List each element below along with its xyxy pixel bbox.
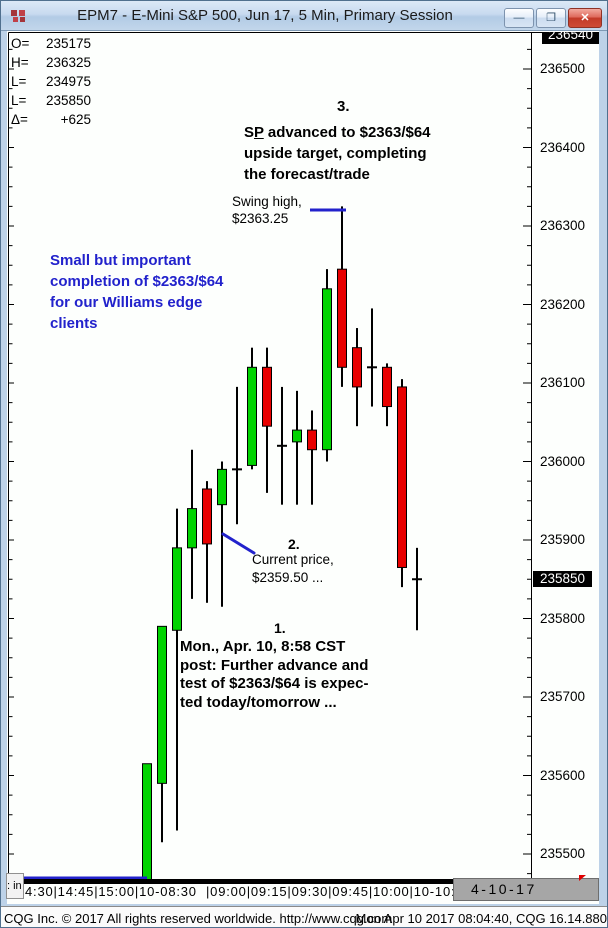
annotation-target-reached: SP advanced to $2363/$64 upside target, c… (244, 122, 431, 185)
annotation-line: ted today/tomorrow ... (180, 693, 337, 711)
time-axis-labels: 4:30|14:45|15:00|10-08:30 (25, 884, 197, 899)
price-scale-label: 235800 (540, 610, 586, 626)
annotation-line: the forecast/trade (244, 166, 370, 183)
window-title: EPM7 - E-Mini S&P 500, Jun 17, 5 Min, Pr… (77, 7, 453, 24)
annotation-line: for our Williams edge (50, 294, 203, 311)
annotation-line: clients (50, 315, 98, 332)
cursor-price-box: 236540 (542, 32, 599, 44)
quote-row: H= 236325 (11, 55, 91, 70)
chart-plot-area[interactable] (7, 31, 599, 904)
price-scale-label: 236500 (540, 61, 586, 76)
annotation-number-2: 2. (288, 536, 300, 552)
annotation-line: completion of $2363/$64 (50, 273, 224, 290)
annotation-line: upside target, completing (244, 145, 427, 162)
annotation-line: $2363.25 (232, 211, 289, 226)
date-label: 4-10-17 (453, 878, 599, 901)
cqg-logo-icon (11, 10, 25, 22)
price-scale-label: 236300 (540, 218, 586, 233)
price-scale-label: 235900 (540, 532, 586, 547)
annotation-line: post: Further advance and (180, 656, 369, 674)
annotation-line: $2359.50 ... (252, 569, 324, 585)
annotation-number-1: 1. (274, 620, 286, 636)
session-marker-icon (579, 875, 586, 881)
price-scale-label: 235700 (540, 689, 586, 704)
annotation-forecast-post: Mon., Apr. 10, 8:58 CST post: Further adv… (180, 638, 368, 712)
quote-row: Δ= +625 (11, 112, 91, 127)
price-scale-label: 236400 (540, 139, 586, 155)
annotation-swing-high: Swing high, $2363.25 (232, 193, 302, 227)
time-axis-labels: |09:00|09:15|09:30|09:45|10:00|10-10:15 (206, 884, 472, 899)
price-scale-label: 236200 (540, 296, 586, 312)
interval-label-clipped: : in (6, 873, 24, 899)
quote-row: L= 235850 (11, 93, 91, 108)
restore-button[interactable]: ❐ (536, 8, 566, 28)
price-scale-label: 236000 (540, 453, 586, 469)
last-price-box: 235850 (533, 571, 592, 588)
quote-panel: O= 235175 H= 236325 L= 234975 L= 235850 Δ= +625 (11, 34, 91, 129)
copyright-text: CQG Inc. © 2017 All rights reserved worl… (4, 911, 393, 926)
price-scale-label: 235500 (540, 846, 586, 861)
annotation-line: SP advanced to $2363/$64 (244, 124, 431, 141)
status-bar: CQG Inc. © 2017 All rights reserved worl… (1, 906, 607, 927)
time-axis-bar (8, 879, 532, 884)
annotation-line: Mon., Apr. 10, 8:58 CST (180, 638, 346, 655)
price-scale-label: 235600 (540, 767, 586, 783)
title-bar[interactable]: EPM7 - E-Mini S&P 500, Jun 17, 5 Min, Pr… (1, 1, 607, 31)
quote-row: L= 234975 (11, 74, 91, 89)
price-scale-label: 236100 (540, 375, 586, 390)
quote-row: O= 235175 (11, 36, 91, 51)
annotation-current-price: Current price, $2359.50 ... (252, 551, 334, 586)
minimize-button[interactable]: — (504, 8, 534, 28)
close-button[interactable]: ✕ (568, 8, 602, 28)
annotation-line: Swing high, (232, 194, 302, 209)
annotation-number-3: 3. (337, 98, 350, 115)
annotation-completion-note: Small but important completion of $2363/$… (50, 250, 223, 334)
annotation-line: Small but important (50, 252, 191, 269)
annotation-line: Current price, (252, 552, 334, 567)
clock-version-text: Mon Apr 10 2017 08:04:40, CQG 16.14.880 (355, 911, 607, 926)
annotation-line: test of $2363/$64 is expec- (180, 675, 369, 692)
